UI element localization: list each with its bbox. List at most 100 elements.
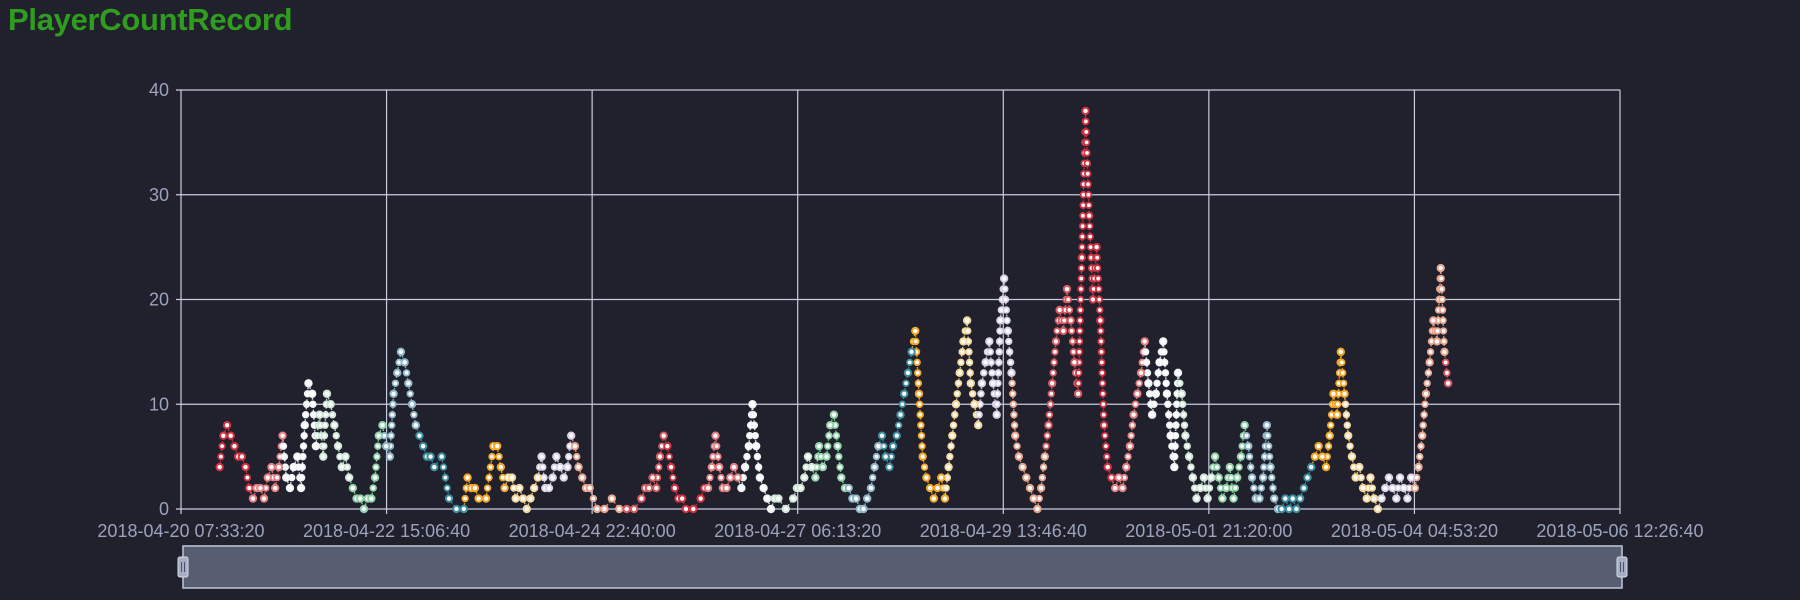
series-point-interp (299, 442, 308, 450)
data-zoom-left-handle[interactable] (177, 556, 189, 578)
series-point-interp (1084, 191, 1093, 199)
series-point-interp (1076, 306, 1085, 314)
series-point-interp (1245, 452, 1254, 461)
series-point (219, 431, 228, 440)
series-point (970, 400, 979, 409)
series-point-interp (1006, 358, 1015, 367)
series-segment (1155, 362, 1161, 394)
series-point-interp (949, 421, 958, 429)
series-point (1395, 473, 1405, 482)
series-point (822, 452, 831, 461)
series-point (311, 441, 321, 451)
slider-handle-grip[interactable] (1616, 556, 1628, 578)
series-point-interp (898, 400, 907, 408)
series-point (1055, 305, 1064, 315)
series-point (463, 473, 472, 482)
series-point (659, 431, 668, 440)
series-point (862, 494, 872, 503)
series-point-interp (320, 442, 328, 450)
series-point-interp (1069, 348, 1078, 356)
series-point-interp (1053, 327, 1061, 335)
series-point-interp (993, 400, 1001, 408)
series-point (1288, 494, 1297, 503)
series-point (925, 483, 935, 493)
series-point-interp (1171, 442, 1179, 450)
series-point-interp (1093, 264, 1102, 272)
series-point-interp (964, 327, 972, 335)
series-point (811, 473, 820, 482)
series-point (1110, 483, 1120, 493)
series-point (814, 441, 824, 451)
series-point-interp (1079, 201, 1087, 209)
series-point (637, 494, 646, 503)
series-point-interp (309, 400, 317, 408)
series-segment (755, 446, 761, 478)
data-zoom-right-handle[interactable] (1616, 556, 1628, 578)
series-point (1036, 483, 1046, 493)
series-point-interp (1075, 348, 1083, 356)
series-point (874, 441, 883, 451)
data-zoom-track[interactable] (182, 545, 1623, 589)
series-point (1410, 483, 1420, 493)
series-point-interp (954, 379, 963, 387)
series-segment (1044, 425, 1050, 457)
data-zoom-slider[interactable] (177, 545, 1628, 589)
series-point (430, 462, 439, 472)
series-point-interp (1141, 348, 1150, 356)
series-point (1314, 441, 1323, 451)
series-point (1173, 368, 1183, 378)
series-point-interp (1082, 138, 1091, 147)
series-point (1140, 337, 1149, 346)
series-point (263, 473, 272, 482)
series-point (1233, 473, 1242, 482)
series-point (474, 494, 483, 503)
series-point (241, 462, 250, 472)
series-point (726, 473, 735, 482)
series-point-interp (1084, 180, 1092, 188)
series-point (951, 400, 961, 409)
series-point (1329, 389, 1338, 398)
series-point-interp (1334, 400, 1342, 408)
series-point-interp (1051, 348, 1059, 356)
series-point-interp (1150, 400, 1158, 408)
series-point (1240, 421, 1249, 430)
series-point (1218, 494, 1227, 503)
series-point (348, 483, 358, 493)
series-point (1144, 379, 1153, 388)
series-point-interp (218, 442, 226, 450)
series-point (833, 441, 842, 451)
series-point-interp (953, 390, 961, 398)
series-point-interp (1131, 400, 1140, 408)
series-point (344, 473, 354, 482)
series-point-interp (1099, 400, 1107, 408)
series-point (1099, 421, 1109, 430)
series-point-interp (1416, 452, 1424, 461)
series-point (1377, 494, 1386, 503)
series-point-interp (1172, 411, 1181, 419)
series-segment (959, 341, 965, 373)
series-point (389, 389, 398, 398)
series-point-interp (1162, 379, 1170, 387)
series-point-interp (1099, 411, 1108, 419)
series-point (415, 431, 424, 440)
series-point-interp (1077, 264, 1086, 272)
series-point-interp (1268, 473, 1276, 482)
series-point (426, 452, 435, 461)
series-point (955, 368, 964, 378)
slider-handle-grip[interactable] (177, 556, 189, 578)
series-point-interp (439, 463, 448, 471)
series-point-interp (1269, 484, 1277, 492)
series-point-interp (1003, 316, 1011, 325)
series-point (1011, 431, 1020, 440)
series-point-interp (1338, 369, 1347, 377)
series-point (552, 452, 561, 461)
series-point (1295, 494, 1305, 503)
series-point (393, 368, 402, 378)
series-point-interp (980, 369, 988, 377)
series-point-interp (388, 411, 397, 419)
series-segment (1417, 435, 1423, 468)
series-point-interp (389, 400, 397, 408)
series-point (1255, 494, 1264, 503)
series-point (818, 462, 827, 472)
series-point-interp (1086, 232, 1094, 241)
